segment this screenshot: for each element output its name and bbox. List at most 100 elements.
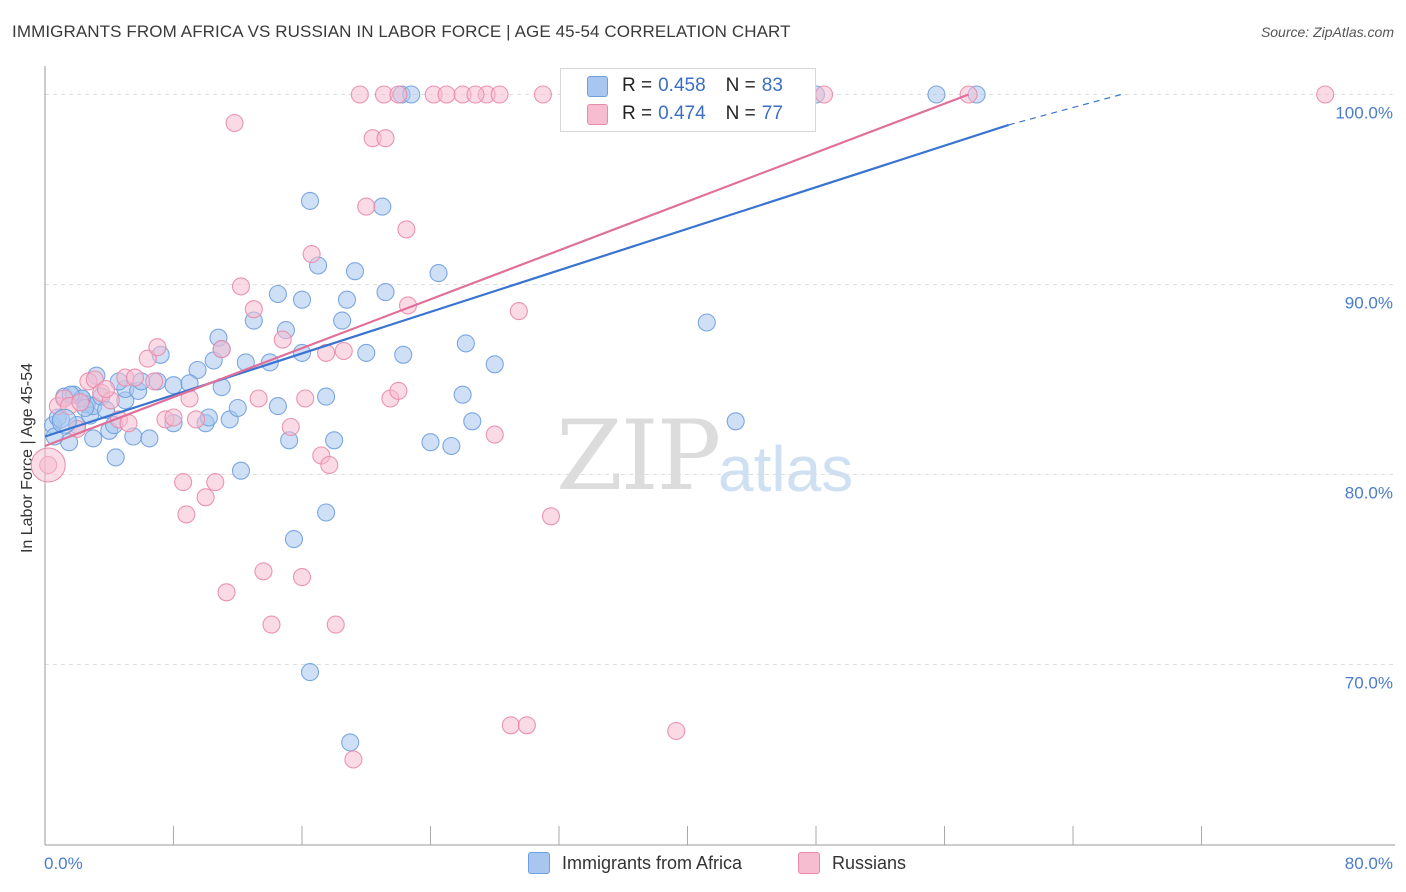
legend-item-russians[interactable]: Russians bbox=[798, 852, 906, 874]
russians-point bbox=[517, 716, 536, 735]
russians-point bbox=[437, 85, 456, 104]
russians-point bbox=[177, 505, 196, 524]
russians-point bbox=[273, 330, 292, 349]
gridlines bbox=[45, 94, 1395, 665]
legend-row-russians: R = 0.474 N = 77 bbox=[587, 102, 803, 126]
africa-point bbox=[726, 412, 745, 431]
africa-point bbox=[429, 264, 448, 283]
russians-point bbox=[389, 85, 408, 104]
legend-item-africa[interactable]: Immigrants from Africa bbox=[528, 852, 742, 874]
russians-point bbox=[281, 417, 300, 437]
legend-n-value: 83 bbox=[761, 75, 783, 96]
series-legend: Immigrants from Africa Russians bbox=[0, 850, 1406, 878]
africa-point bbox=[453, 385, 472, 404]
russians-point bbox=[254, 562, 273, 581]
africa-point bbox=[345, 262, 365, 281]
africa-point bbox=[341, 733, 360, 752]
africa-point bbox=[268, 284, 287, 304]
africa-point bbox=[231, 461, 251, 480]
russians-point bbox=[164, 408, 183, 427]
africa-point bbox=[421, 433, 440, 452]
russians-point bbox=[196, 488, 215, 507]
axes bbox=[44, 66, 1395, 846]
russians-point bbox=[96, 379, 116, 399]
russians-point bbox=[334, 341, 353, 361]
africa-trend-line bbox=[44, 123, 1010, 438]
russians-point bbox=[186, 410, 206, 429]
russians-point bbox=[389, 381, 408, 400]
russians-point bbox=[317, 343, 336, 362]
russians-point bbox=[225, 113, 244, 133]
africa-point bbox=[485, 355, 504, 374]
africa-point bbox=[463, 412, 482, 431]
legend-swatch-africa bbox=[528, 852, 550, 874]
russians-point bbox=[466, 85, 485, 104]
africa-point bbox=[442, 436, 461, 456]
russians-point bbox=[262, 615, 281, 634]
data-points bbox=[30, 85, 1335, 769]
russians-trend-line bbox=[44, 93, 969, 448]
africa-point bbox=[317, 503, 336, 522]
russians-point bbox=[320, 455, 339, 475]
correlation-legend: R = 0.458 N = 83 R = 0.474 N = 77 bbox=[560, 68, 816, 132]
russians-point bbox=[533, 85, 552, 104]
russians-point bbox=[485, 425, 504, 444]
russians-point bbox=[249, 389, 268, 408]
russians-point bbox=[302, 245, 321, 264]
russians-point bbox=[296, 389, 315, 408]
africa-point bbox=[317, 387, 336, 406]
africa-point bbox=[337, 290, 357, 309]
russians-point bbox=[206, 473, 225, 492]
russians-point bbox=[231, 277, 251, 296]
russians-point bbox=[357, 197, 376, 216]
africa-point bbox=[284, 530, 304, 549]
africa-point bbox=[188, 360, 207, 380]
russians-point bbox=[350, 85, 369, 104]
legend-swatch-africa bbox=[587, 75, 608, 97]
legend-row-africa: R = 0.458 N = 83 bbox=[587, 74, 803, 98]
russians-point bbox=[509, 302, 528, 321]
africa-point bbox=[357, 343, 376, 362]
russians-point bbox=[814, 85, 834, 104]
watermark-zip: ZIP bbox=[556, 400, 721, 512]
africa-point bbox=[268, 397, 287, 416]
russians-point bbox=[212, 340, 231, 359]
africa-point bbox=[697, 313, 716, 332]
africa-point bbox=[325, 431, 344, 450]
legend-n-label: N = bbox=[725, 103, 756, 124]
africa-point bbox=[140, 429, 159, 448]
russians-point bbox=[344, 750, 363, 769]
y-tick-label: 90.0% bbox=[1345, 294, 1393, 313]
africa-point bbox=[292, 290, 312, 309]
legend-label-russians: Russians bbox=[832, 852, 907, 873]
africa-trend-extension bbox=[1008, 93, 1122, 126]
africa-point bbox=[373, 197, 392, 216]
russians-point bbox=[292, 568, 312, 587]
russians-point bbox=[71, 393, 90, 412]
legend-n-value: 77 bbox=[761, 103, 783, 124]
trend-lines bbox=[44, 93, 1122, 448]
chart-title: IMMIGRANTS FROM AFRICA VS RUSSIAN IN LAB… bbox=[12, 22, 791, 41]
russians-point bbox=[397, 220, 416, 239]
russians-point bbox=[217, 583, 236, 602]
legend-r-label: R = bbox=[622, 103, 653, 124]
africa-point bbox=[106, 448, 125, 467]
russians-point bbox=[501, 716, 520, 735]
x-tick-label: 80.0% bbox=[1345, 854, 1393, 873]
y-tick-label: 70.0% bbox=[1345, 674, 1393, 693]
russians-point bbox=[1316, 85, 1335, 104]
africa-point bbox=[333, 311, 352, 330]
russians-point bbox=[667, 721, 686, 741]
source-label: Source: ZipAtlas.com bbox=[1260, 24, 1394, 40]
africa-point bbox=[228, 398, 247, 418]
russians-point bbox=[541, 507, 561, 526]
legend-n-label: N = bbox=[725, 75, 756, 96]
russians-point bbox=[326, 615, 345, 634]
africa-point bbox=[300, 191, 320, 210]
africa-point bbox=[300, 663, 320, 682]
russians-point bbox=[125, 368, 144, 387]
russians-point bbox=[145, 372, 164, 391]
russians-point bbox=[490, 85, 509, 104]
russians-point bbox=[30, 447, 66, 483]
